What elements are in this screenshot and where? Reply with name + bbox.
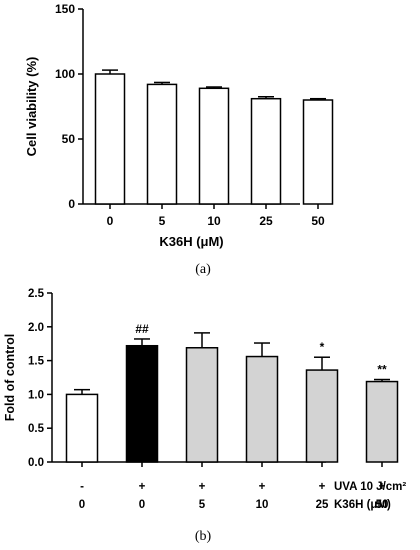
bar [302, 99, 334, 205]
significance-annotation: ** [377, 363, 387, 377]
bar [250, 97, 282, 205]
y-axis-label: Fold of control [3, 334, 17, 421]
x-tick-label: 25 [316, 499, 329, 511]
uva-row-label: + [199, 481, 206, 493]
x-tick-label: 0 [139, 499, 145, 511]
x-axis-label: K36H (μM) [159, 234, 223, 249]
uva-row-label: + [259, 481, 266, 493]
y-tick-label: 2.5 [28, 288, 45, 300]
bar [146, 83, 178, 205]
chart-a: 0 50 100 150 Cell viability (%) 0 5 10 25 50 K36H … [24, 2, 334, 277]
significance-annotation: * [320, 340, 325, 354]
y-tick-label: 0.0 [28, 457, 44, 469]
x-tick-label: 50 [311, 214, 325, 228]
x-tick-label: 10 [256, 499, 269, 511]
uva-row-label: + [139, 481, 146, 493]
y-tick-label: 1.5 [28, 356, 45, 368]
x-tick-label: 5 [159, 214, 166, 228]
x-tick-label: 50 [376, 499, 389, 511]
uva-row-label: - [80, 481, 84, 493]
uva-row-label: + [319, 481, 326, 493]
uva-row-title: UVA 10 J/cm² [334, 481, 406, 493]
significance-annotation: ## [135, 322, 149, 336]
uva-row-label: + [379, 481, 386, 493]
y-tick-label: 0.5 [28, 423, 45, 435]
y-tick-label: 150 [55, 2, 75, 16]
bar [198, 87, 230, 205]
y-tick-label: 1.0 [28, 389, 44, 401]
x-tick-label: 25 [259, 214, 273, 228]
y-axis-label: Cell viability (%) [24, 57, 39, 157]
chart-b: 0.0 0.5 1.0 1.5 2.0 2.5 Fold of control - 0 +0 ## +… [3, 288, 406, 544]
bar [185, 347, 219, 463]
bar [305, 369, 339, 463]
bar [125, 344, 159, 463]
x-tick-label: 10 [207, 214, 221, 228]
x-axis-label: K36H (μM) [334, 499, 391, 511]
bar [94, 73, 126, 205]
x-tick-label: 5 [199, 499, 206, 511]
y-tick-label: 2.0 [28, 322, 44, 334]
y-tick-label: 50 [62, 132, 76, 146]
y-tick-label: 100 [55, 67, 75, 81]
panel-caption: (a) [195, 262, 211, 277]
y-tick-label: 0 [68, 197, 75, 211]
bar [65, 393, 99, 463]
bar [365, 380, 399, 463]
x-tick-label: 0 [79, 499, 85, 511]
panel-caption: (b) [195, 529, 212, 544]
x-tick-label: 0 [107, 214, 114, 228]
bar [245, 355, 279, 463]
